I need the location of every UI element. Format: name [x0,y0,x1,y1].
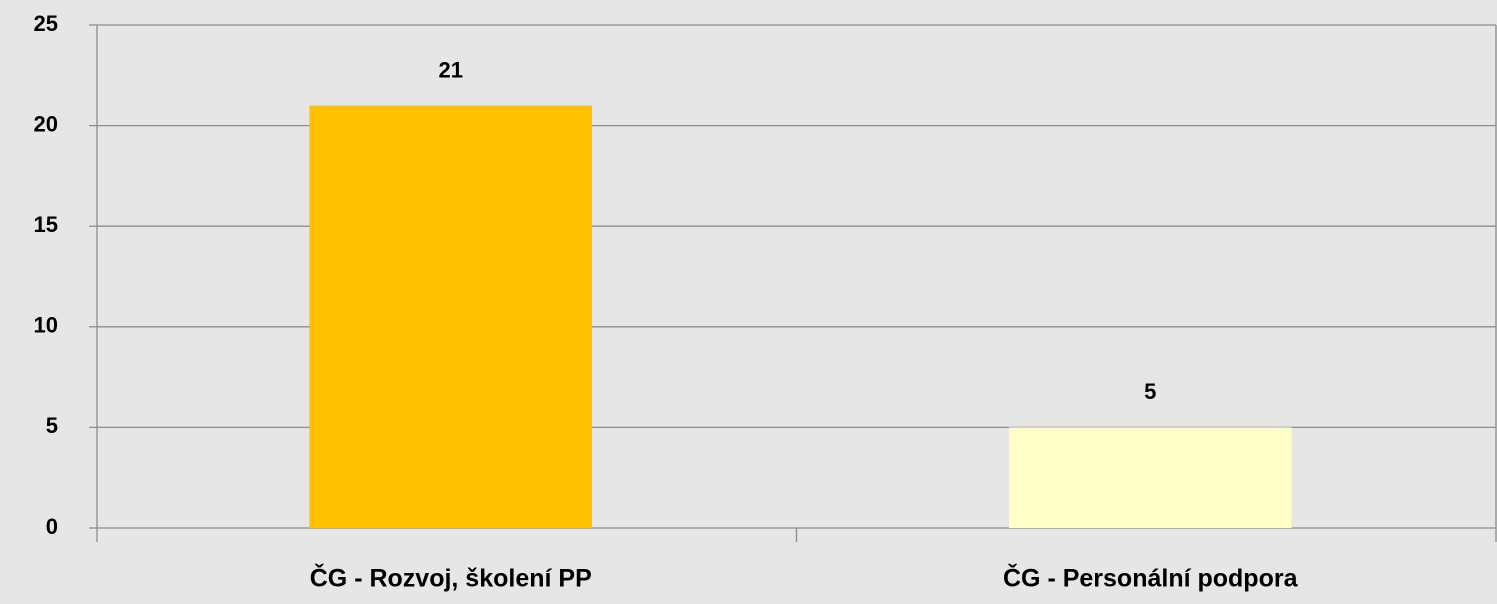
y-tick-label: 5 [46,413,58,438]
data-label: 5 [1144,379,1156,404]
bar [1008,427,1292,528]
y-tick-label: 25 [34,11,58,36]
y-tick-label: 20 [34,111,58,136]
bar [309,105,593,528]
y-tick-label: 15 [34,212,58,237]
data-label: 21 [439,57,463,82]
x-tick-label: ČG - Rozvoj, školení PP [310,563,592,593]
y-tick-label: 0 [46,514,58,539]
y-tick-label: 10 [34,313,58,338]
x-tick-label: ČG - Personální podpora [1003,563,1299,593]
